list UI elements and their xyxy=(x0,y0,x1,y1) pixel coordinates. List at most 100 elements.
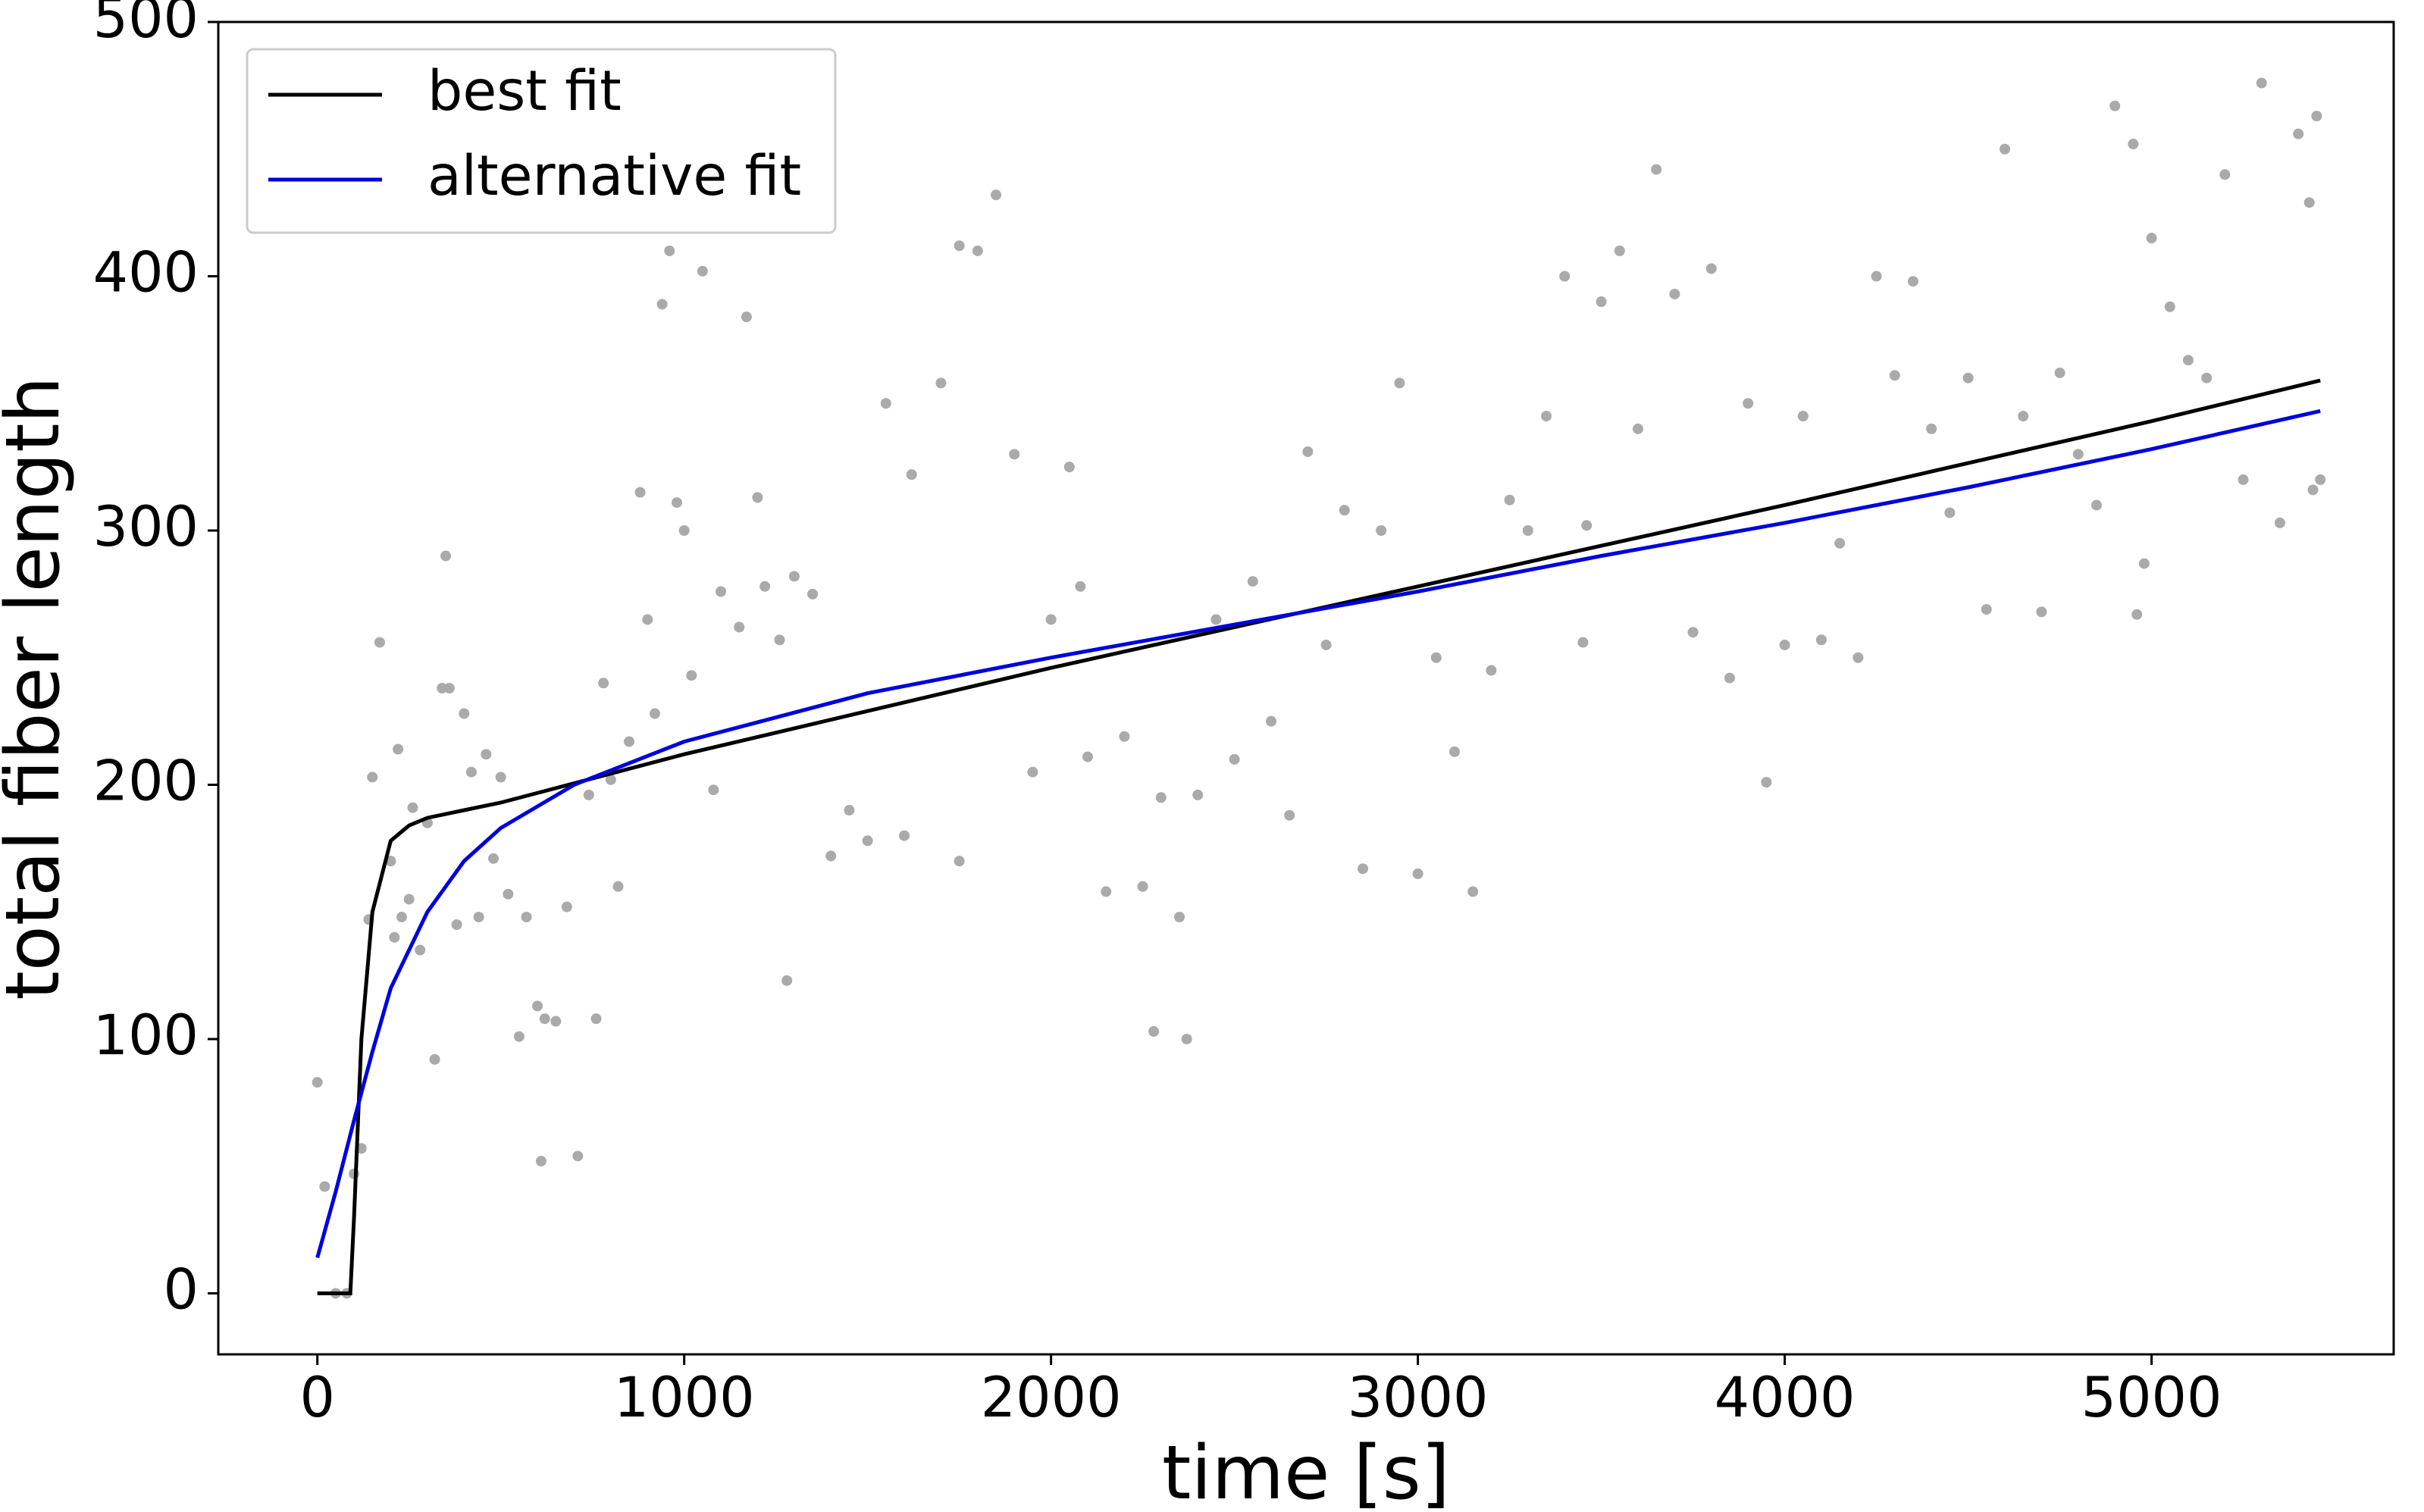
data-point xyxy=(451,919,462,931)
data-point xyxy=(1687,627,1699,638)
data-point xyxy=(1944,507,1956,518)
data-point xyxy=(367,772,378,783)
x-tick-label: 4000 xyxy=(1715,1366,1856,1430)
y-tick-label: 500 xyxy=(93,0,199,51)
data-point xyxy=(2131,609,2143,620)
data-point xyxy=(1247,576,1258,587)
data-point xyxy=(1522,524,1533,536)
data-point xyxy=(844,805,855,816)
data-point xyxy=(2201,372,2213,383)
data-point xyxy=(598,678,609,689)
data-point xyxy=(2182,355,2194,366)
data-point xyxy=(1210,614,1222,625)
data-point xyxy=(513,1031,525,1042)
data-point xyxy=(880,398,891,409)
y-tick-label: 0 xyxy=(164,1257,199,1322)
data-point xyxy=(759,581,771,592)
data-point xyxy=(624,736,635,747)
y-axis-label: total fiber length xyxy=(0,376,77,1000)
data-point xyxy=(1596,296,1607,308)
data-point xyxy=(2018,411,2029,422)
data-point xyxy=(1284,809,1295,821)
data-point xyxy=(532,1000,543,1012)
data-point xyxy=(487,853,499,864)
data-point xyxy=(954,856,965,867)
data-point xyxy=(1148,1025,1160,1037)
data-point xyxy=(440,550,452,562)
data-point xyxy=(1181,1033,1192,1044)
data-point xyxy=(1743,398,1754,409)
data-point xyxy=(899,830,910,841)
data-point xyxy=(697,265,708,277)
data-point xyxy=(443,683,455,693)
data-point xyxy=(1467,886,1479,897)
data-point xyxy=(1559,271,1571,282)
data-point xyxy=(1815,634,1827,646)
data-point xyxy=(396,911,407,922)
data-point xyxy=(1075,581,1086,592)
data-point xyxy=(1119,731,1130,742)
data-point xyxy=(1669,288,1680,299)
legend-label: best fit xyxy=(427,59,622,124)
data-point xyxy=(465,766,477,778)
data-point xyxy=(561,901,572,913)
data-point xyxy=(741,311,752,323)
data-point xyxy=(1907,276,1918,287)
data-point xyxy=(481,749,492,760)
data-point xyxy=(686,670,697,681)
x-tick-label: 2000 xyxy=(981,1366,1122,1430)
data-point xyxy=(2256,77,2267,89)
plot-area xyxy=(312,77,2326,1299)
y-tick-label: 400 xyxy=(93,241,199,305)
data-point xyxy=(374,637,385,648)
data-point xyxy=(1852,652,1864,663)
data-point xyxy=(583,789,594,800)
data-point xyxy=(825,850,837,862)
data-point xyxy=(319,1181,330,1192)
data-point xyxy=(781,975,793,986)
data-point xyxy=(1834,537,1846,549)
data-point xyxy=(1174,911,1185,922)
data-point xyxy=(1302,446,1314,457)
data-point xyxy=(590,1013,602,1025)
data-point xyxy=(1981,603,1992,615)
data-point xyxy=(1137,881,1148,892)
data-point xyxy=(1761,777,1772,788)
x-tick-label: 1000 xyxy=(614,1366,755,1430)
data-point xyxy=(1889,370,1900,381)
data-point xyxy=(2238,474,2249,485)
data-point xyxy=(1797,411,1809,422)
data-point xyxy=(862,835,873,847)
data-point xyxy=(539,1013,550,1025)
data-point xyxy=(1486,665,1497,676)
data-point xyxy=(612,881,624,892)
data-point xyxy=(2303,197,2315,208)
data-point xyxy=(1871,271,1882,282)
data-point xyxy=(2293,128,2304,139)
data-point xyxy=(1394,377,1405,389)
legend-label: alternative fit xyxy=(427,144,801,208)
data-point xyxy=(437,683,448,693)
y-tick-label: 300 xyxy=(93,495,199,559)
data-point xyxy=(459,708,470,719)
data-point xyxy=(312,1077,323,1088)
data-point xyxy=(2307,484,2319,496)
data-point xyxy=(1705,263,1717,274)
data-point xyxy=(2315,474,2326,485)
data-point xyxy=(1449,746,1461,757)
data-point xyxy=(403,894,415,905)
legend-box xyxy=(246,48,837,234)
data-point xyxy=(1412,868,1423,879)
data-point xyxy=(656,299,668,310)
data-point xyxy=(678,524,690,536)
data-point xyxy=(1724,672,1735,684)
data-point xyxy=(503,888,514,900)
data-point xyxy=(935,377,947,389)
data-point xyxy=(1358,863,1369,875)
data-point xyxy=(2072,449,2084,460)
data-point xyxy=(1045,614,1057,625)
data-point xyxy=(954,240,965,252)
data-point xyxy=(1581,520,1593,531)
data-point xyxy=(1155,792,1167,803)
data-point xyxy=(535,1156,546,1167)
